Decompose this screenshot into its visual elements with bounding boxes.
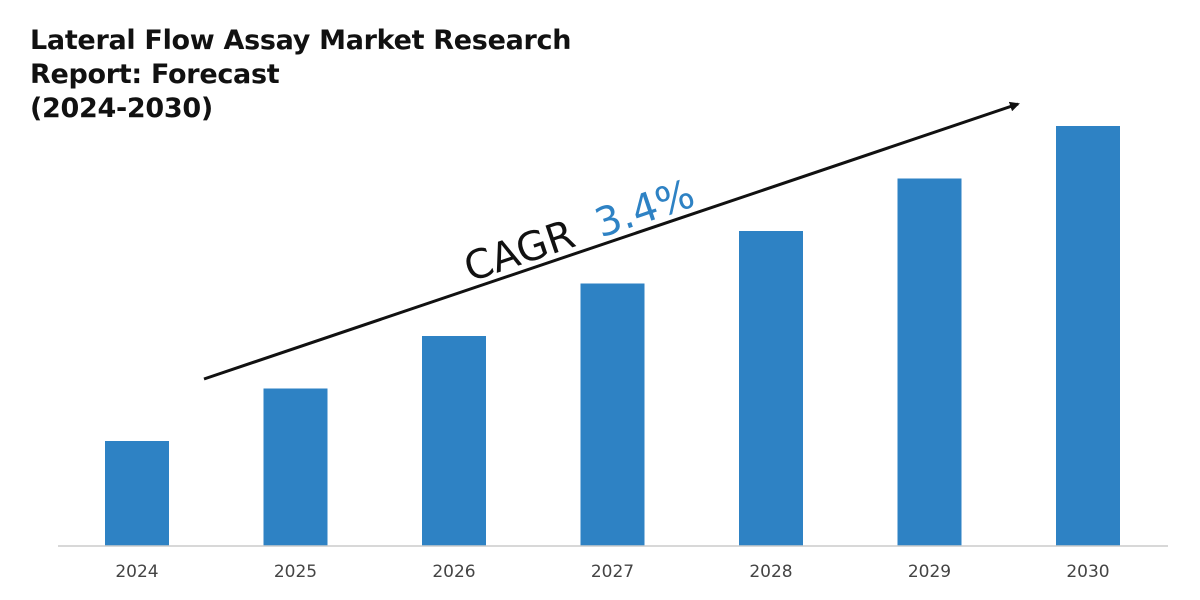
cagr-label: CAGR (458, 212, 580, 292)
cagr-annotation: CAGR 3.4% (458, 171, 700, 291)
bar-2026 (422, 336, 486, 546)
chart-title-line-1: Lateral Flow Assay Market Research (30, 25, 572, 56)
x-tick-label-2026: 2026 (432, 562, 475, 582)
chart-title: Lateral Flow Assay Market Research Repor… (30, 24, 590, 126)
trend-arrow (203, 101, 1020, 381)
bars-layer (105, 126, 1120, 546)
x-tick-label-2025: 2025 (274, 562, 317, 582)
x-tick-label-2029: 2029 (908, 562, 951, 582)
chart-title-line-3: (2024-2030) (30, 93, 213, 124)
chart-title-line-2: Report: Forecast (30, 59, 280, 90)
x-tick-labels: 2024 2025 2026 2027 2028 2029 2030 (115, 562, 1109, 582)
cagr-value: 3.4% (589, 171, 700, 247)
bar-2030 (1056, 126, 1120, 546)
x-tick-label-2027: 2027 (591, 562, 634, 582)
bar-2027 (580, 283, 645, 546)
bar-2028 (739, 231, 803, 546)
bar-2025 (263, 388, 328, 546)
x-tick-label-2030: 2030 (1066, 562, 1109, 582)
x-tick-label-2024: 2024 (115, 562, 158, 582)
bar-2029 (897, 178, 962, 546)
x-tick-label-2028: 2028 (749, 562, 792, 582)
bar-2024 (105, 441, 169, 546)
